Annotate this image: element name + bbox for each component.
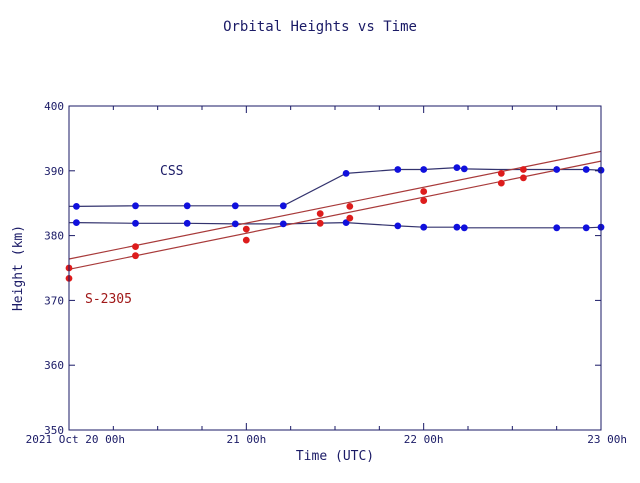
s2305-data-point bbox=[242, 236, 250, 244]
css-data-point bbox=[582, 166, 590, 173]
css-data-point bbox=[460, 224, 468, 232]
css-data-point bbox=[132, 202, 139, 210]
s2305-data-point bbox=[520, 166, 527, 173]
css-data-point bbox=[553, 166, 561, 173]
css-data-point bbox=[553, 224, 561, 232]
css-data-point bbox=[420, 223, 428, 231]
s2305-data-point bbox=[242, 225, 250, 233]
css-data-point bbox=[420, 166, 428, 173]
plot-frame bbox=[68, 105, 602, 431]
y-tick-label: 400 bbox=[44, 100, 64, 113]
css-annotation: CSS bbox=[160, 164, 183, 179]
css-data-point bbox=[231, 220, 239, 228]
s2305-data-point bbox=[346, 214, 354, 222]
series-lines bbox=[68, 150, 602, 270]
chart-title: Orbital Heights vs Time bbox=[223, 19, 417, 35]
s2305-data-point bbox=[316, 210, 324, 218]
x-tick-label: 21 00h bbox=[226, 433, 266, 446]
s2305-annotation: S-2305 bbox=[85, 292, 132, 307]
css-data-point bbox=[394, 222, 402, 230]
y-tick-label: 380 bbox=[44, 230, 64, 243]
x-axis-ticks: 2021 Oct 20 00h 21 00h 22 00h 23 00h bbox=[26, 106, 627, 446]
s2305-series-line-2 bbox=[68, 150, 602, 260]
css-data-point bbox=[183, 202, 191, 210]
x-tick-label: 22 00h bbox=[404, 433, 444, 446]
y-tick-label: 390 bbox=[44, 165, 64, 178]
s2305-data-point bbox=[520, 174, 527, 182]
css-series-line-0 bbox=[68, 166, 602, 208]
css-data-point bbox=[73, 203, 80, 210]
css-data-point bbox=[342, 219, 350, 227]
y-tick-label: 360 bbox=[44, 359, 64, 372]
css-data-point bbox=[394, 166, 402, 173]
css-series-line-1 bbox=[68, 221, 602, 229]
css-data-point bbox=[582, 224, 590, 232]
s2305-data-point bbox=[132, 243, 139, 251]
series-points bbox=[65, 164, 605, 282]
s2305-data-point bbox=[316, 219, 324, 227]
s2305-data-point bbox=[497, 179, 505, 187]
css-data-point bbox=[73, 219, 80, 227]
css-data-point bbox=[460, 165, 468, 173]
y-tick-label: 370 bbox=[44, 294, 64, 307]
s2305-data-point bbox=[420, 197, 428, 205]
css-data-point bbox=[132, 219, 139, 227]
css-data-point bbox=[453, 223, 461, 231]
y-tick-label: 350 bbox=[44, 424, 64, 437]
s2305-series-line-3 bbox=[68, 160, 602, 270]
css-data-point bbox=[279, 202, 287, 210]
css-data-point bbox=[183, 219, 191, 227]
s2305-data-point bbox=[420, 188, 428, 195]
x-tick-label: 2021 Oct 20 00h bbox=[26, 433, 125, 446]
css-data-point bbox=[453, 164, 461, 172]
x-tick-label: 23 00h bbox=[587, 433, 627, 446]
css-data-point bbox=[342, 170, 350, 177]
x-axis-label: Time (UTC) bbox=[296, 449, 374, 464]
css-data-point bbox=[231, 202, 239, 210]
s2305-data-point bbox=[497, 170, 505, 177]
css-data-point bbox=[279, 220, 287, 228]
s2305-data-point bbox=[132, 252, 139, 260]
s2305-data-point bbox=[346, 203, 354, 210]
y-axis-label: Height (km) bbox=[11, 225, 26, 311]
y-axis-ticks: 350 360 370 380 390 400 bbox=[44, 100, 601, 437]
